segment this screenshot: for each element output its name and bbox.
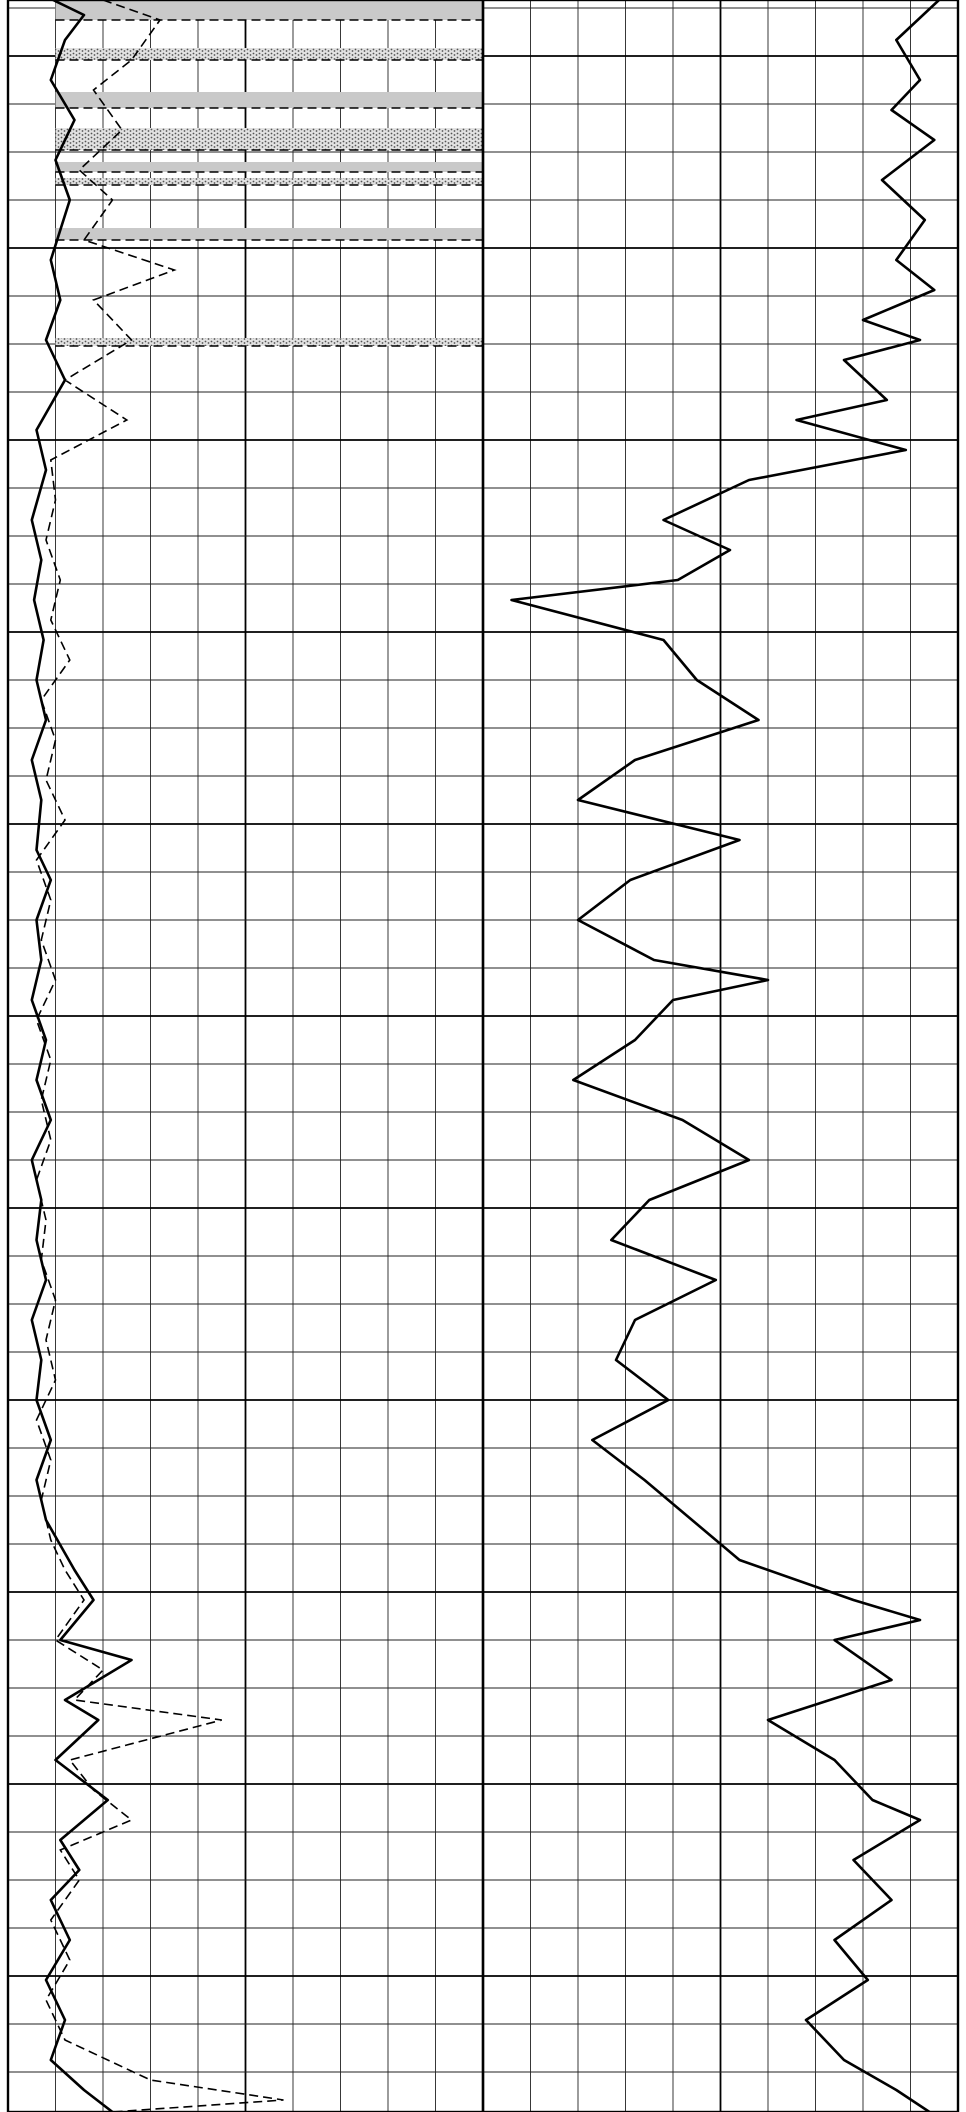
- lithology-band-2: [55, 48, 483, 60]
- lithology-band-5: [55, 162, 483, 172]
- log-curve-track1-dashed: [35, 0, 284, 2112]
- lithology-fill-layer: [55, 0, 483, 347]
- log-curve-track1-solid: [30, 0, 133, 2112]
- lithology-band-6: [55, 178, 483, 185]
- curve-layer: [30, 0, 940, 2112]
- lithology-band-4: [55, 128, 483, 150]
- lithology-band-3: [55, 92, 483, 108]
- track-border-2: [481, 0, 960, 2112]
- lithology-band-8: [55, 338, 483, 346]
- track-border-layer: [6, 0, 960, 2112]
- lithology-band-1: [55, 0, 483, 20]
- log-curve-track2-solid: [510, 0, 940, 2112]
- lithology-band-7: [55, 228, 483, 240]
